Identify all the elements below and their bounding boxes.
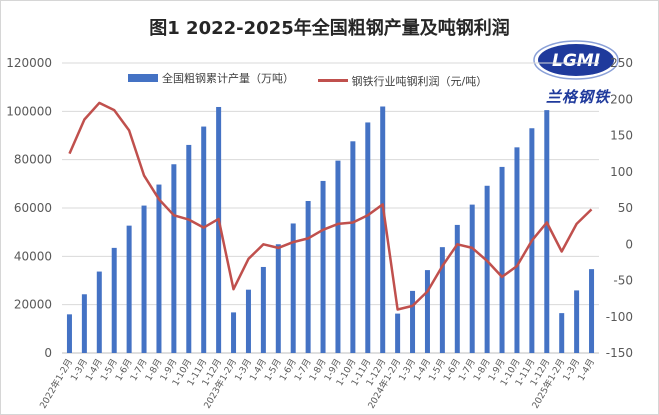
bar-series — [66, 106, 595, 353]
y-left-tick-label: 120000 — [6, 56, 52, 70]
bar — [216, 106, 222, 353]
bar — [81, 294, 87, 353]
bar — [395, 313, 401, 353]
y-right-tick-label: 100 — [610, 165, 633, 179]
logo-text: LGMI — [552, 51, 600, 71]
lgmi-logo: LGMI — [533, 40, 619, 80]
logo-chinese: 兰格钢铁 — [545, 88, 610, 106]
bar — [544, 110, 550, 353]
legend: 全国粗钢累计产量（万吨） 钢铁行业吨钢利润（元/吨） — [128, 70, 507, 89]
logo-ring — [533, 40, 619, 80]
bar — [186, 144, 192, 353]
bar — [469, 204, 475, 353]
y-axis-right: -150 -100 -50 0 50 100 150 200 250 — [606, 56, 633, 360]
bar — [559, 313, 565, 353]
bar — [305, 200, 311, 353]
chart-title: 图1 2022-2025年全国粗钢产量及吨钢利润 — [149, 18, 510, 39]
bar — [156, 184, 162, 353]
bar — [380, 106, 386, 353]
y-left-tick-label: 40000 — [14, 249, 52, 263]
bar — [514, 147, 520, 353]
legend-line-swatch — [317, 79, 348, 82]
gridlines — [62, 62, 599, 354]
bar — [335, 160, 341, 353]
bar — [126, 225, 132, 353]
y-right-tick-label: 50 — [618, 201, 633, 215]
y-right-tick-label: -100 — [606, 310, 633, 324]
bar — [484, 185, 490, 353]
bar — [410, 290, 416, 353]
legend-bars-label: 全国粗钢累计产量（万吨） — [162, 72, 294, 85]
bar — [350, 141, 356, 353]
y-left-tick-label: 80000 — [14, 153, 52, 167]
legend-line: 钢铁行业吨钢利润（元/吨） — [317, 73, 488, 89]
bar — [574, 290, 580, 353]
bar — [320, 180, 326, 353]
y-right-tick-label: 200 — [610, 92, 633, 106]
legend-bar-swatch — [128, 74, 158, 82]
bar — [439, 247, 445, 353]
y-right-tick-label: -50 — [613, 274, 633, 288]
legend-line-label: 钢铁行业吨钢利润（元/吨） — [351, 74, 488, 88]
x-axis: 2022年1-2月1-3月1-4月1-5月1-6月1-7月1-8月1-9月1-1… — [37, 357, 597, 411]
bar — [66, 314, 72, 353]
bar — [171, 164, 177, 353]
profit-line — [68, 101, 593, 311]
y-right-tick-label: -150 — [606, 346, 633, 360]
legend-bars: 全国粗钢累计产量（万吨） — [128, 70, 294, 86]
y-left-tick-label: 20000 — [14, 298, 52, 312]
y-right-tick-label: 250 — [610, 56, 633, 70]
bar — [454, 224, 460, 353]
bar — [96, 271, 102, 353]
bar — [260, 266, 266, 353]
bar — [365, 122, 371, 353]
y-left-tick-label: 0 — [44, 346, 52, 360]
line-series — [68, 101, 593, 311]
bar — [111, 247, 117, 353]
y-right-tick-label: 150 — [610, 129, 633, 143]
bar — [290, 223, 296, 353]
y-axis-left: 0 20000 40000 60000 80000 100000 120000 — [6, 56, 52, 360]
bar — [141, 205, 147, 353]
y-right-tick-label: 0 — [625, 237, 633, 251]
x-tick-label: 2022年1-2月 — [37, 357, 75, 411]
y-left-tick-label: 100000 — [6, 104, 52, 118]
bar — [589, 269, 595, 353]
logo-ellipse — [538, 44, 614, 76]
bar — [245, 289, 251, 353]
bar — [275, 244, 281, 353]
bar — [201, 126, 207, 353]
bar — [231, 312, 237, 353]
y-left-tick-label: 60000 — [14, 201, 52, 215]
bar — [499, 166, 505, 353]
bar — [424, 270, 430, 353]
